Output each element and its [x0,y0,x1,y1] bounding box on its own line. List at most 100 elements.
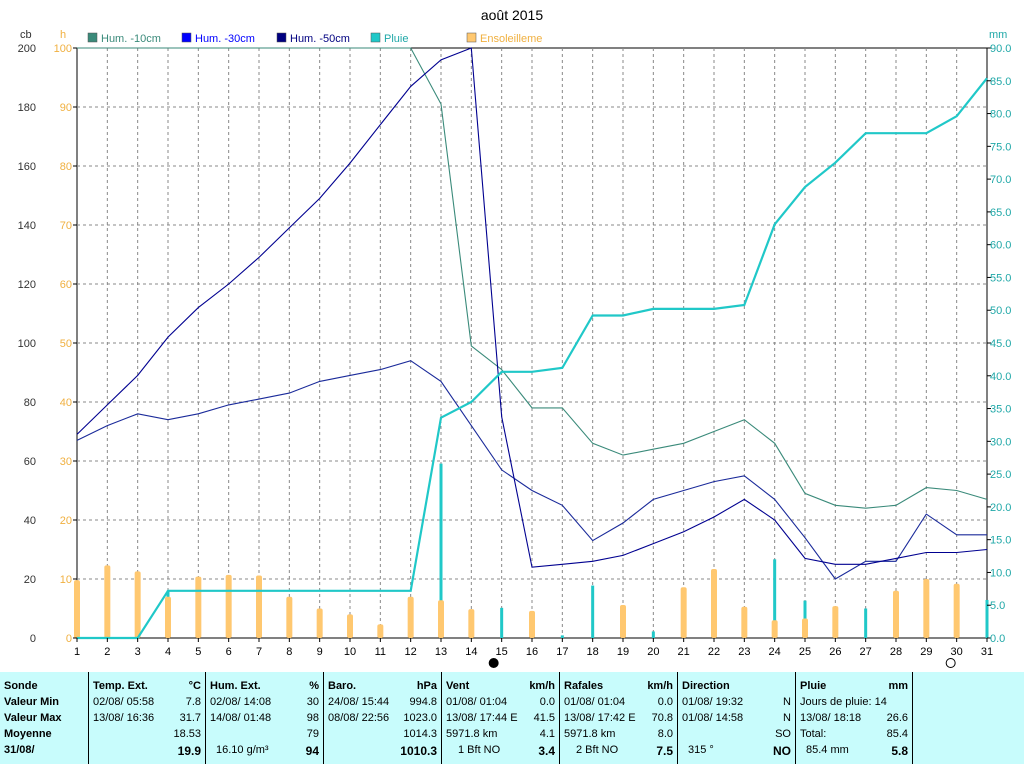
tick-label-mm: 85.0 [990,76,1011,88]
pluie-max-date: 13/08/ 18:18 [800,712,862,724]
tick-label-cb: 80 [24,397,36,409]
tick-label-mm: 0.0 [990,633,1005,645]
tick-label-x: 22 [708,646,720,658]
tick-label-x: 2 [104,646,110,658]
tick-label-x: 31 [981,646,993,658]
sonde-date: 31/08/ [4,744,35,756]
tick-label-x: 3 [135,646,141,658]
tick-label-x: 16 [526,646,538,658]
tick-label-mm: 5.0 [990,600,1005,612]
bar-pluie [591,585,595,638]
tick-label-x: 14 [465,646,477,658]
pluie-mm: 85.4 mm [806,744,849,756]
rafales-header: Rafales [564,680,604,692]
pluie-cur: 5.8 [891,744,908,758]
temp-cur: 19.9 [177,744,201,758]
legend-label: Hum. -30cm [195,33,255,45]
tick-label-mm: 40.0 [990,371,1011,383]
rafales-min-date: 01/08/ 01:04 [564,696,626,708]
tick-label-h: 30 [60,456,72,468]
legend-label: Ensoleilleme [480,33,542,45]
tick-label-mm: 30.0 [990,436,1011,448]
baro-header: Baro. [328,680,357,692]
tick-label-mm: 55.0 [990,272,1011,284]
weather-chart: août 2015 020406080100120140160180200010… [18,7,1011,668]
tick-label-mm: 45.0 [990,338,1011,350]
col-sonde: Sonde Valeur Min Valeur Max Moyenne 31/0… [0,672,88,764]
direction-max-val: N [783,712,791,724]
tick-label-mm: 80.0 [990,109,1011,121]
tick-label-x: 17 [556,646,568,658]
rafales-max-date: 13/08/ 17:42 E [564,712,636,724]
baro-cur: 1010.3 [400,744,437,758]
col-pluie: Pluie mm Jours de pluie: 14 13/08/ 18:18 2… [795,672,913,764]
tick-label-x: 1 [74,646,80,658]
bar-ensoleillement [377,624,384,638]
baro-min-date: 24/08/ 15:44 [328,696,390,708]
tick-label-x: 10 [344,646,356,658]
bar-ensoleillement [286,596,293,638]
tick-label-cb: 140 [18,220,36,232]
tick-label-h: 0 [66,633,72,645]
bar-pluie [864,608,868,638]
axis-unit-mm: mm [989,29,1007,41]
tick-label-mm: 60.0 [990,240,1011,252]
tick-label-x: 5 [195,646,201,658]
bar-ensoleillement [225,574,232,638]
tick-label-x: 8 [286,646,292,658]
legend-label: Pluie [384,33,408,45]
moon-new-marker [488,658,499,668]
rafales-dist: 5971.8 km [564,728,616,740]
bar-ensoleillement [923,579,930,638]
rafales-bft: 2 Bft NO [576,744,619,756]
baro-moy: 1014.3 [403,728,437,740]
bar-pluie [500,607,504,638]
tick-label-mm: 10.0 [990,567,1011,579]
tick-label-x: 15 [496,646,508,658]
bar-ensoleillement [104,565,111,638]
tick-label-mm: 20.0 [990,502,1011,514]
tick-label-x: 21 [678,646,690,658]
bar-ensoleillement [74,580,80,638]
tick-label-cb: 40 [24,515,36,527]
temp-min-date: 02/08/ 05:58 [93,696,155,708]
tick-label-cb: 120 [18,279,36,291]
vent-header: Vent [446,680,470,692]
hum-min-val: 30 [306,696,319,708]
pluie-total-val: 85.4 [886,728,908,740]
series-line-hum-30cm [76,360,987,580]
hum-cur: 94 [305,744,319,758]
tick-label-h: 90 [60,102,72,114]
direction-cur: NO [773,744,791,758]
bar-ensoleillement [711,568,717,638]
tick-label-x: 29 [920,646,932,658]
bar-ensoleillement [468,609,475,638]
pluie-unit: mm [888,680,908,692]
legend-swatch [181,32,192,43]
hum-abs: 16.10 g/m³ [216,744,269,756]
temp-moy: 18.53 [173,728,201,740]
series-line-hum-50cm [76,47,988,568]
legend-swatch [87,32,98,43]
direction-min-date: 01/08/ 19:32 [682,696,744,708]
tick-label-x: 23 [738,646,750,658]
tick-label-h: 70 [60,220,72,232]
series-lines [76,47,988,640]
vent-min-val: 0.0 [539,696,555,708]
bar-ensoleillement [832,606,839,638]
bar-ensoleillement [134,571,141,638]
tick-label-cb: 20 [24,574,36,586]
direction-deg: 315 ° [688,744,714,756]
chart-title: août 2015 [481,7,543,23]
tick-label-mm: 90.0 [990,43,1011,55]
direction-header: Direction [682,680,730,692]
series-line-pluie [77,77,988,640]
grid [76,47,988,639]
tick-label-h: 40 [60,397,72,409]
bar-ensoleillement [316,608,323,638]
axes: 0204060801001201401601802000102030405060… [18,29,1011,668]
tick-label-mm: 35.0 [990,404,1011,416]
legend-swatch [370,32,381,43]
hum-header: Hum. Ext. [210,680,261,692]
vent-unit: km/h [529,680,555,692]
